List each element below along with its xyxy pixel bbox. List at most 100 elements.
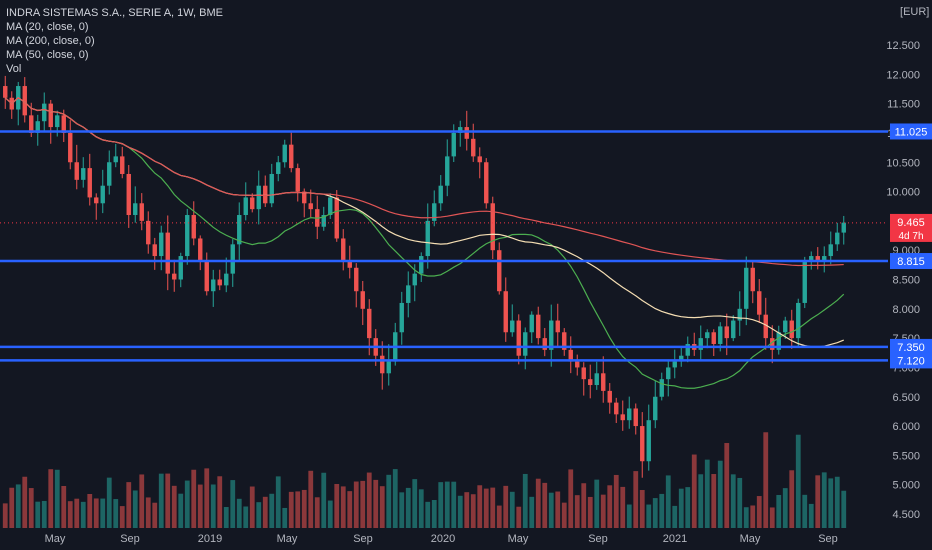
- volume-bar: [691, 454, 697, 528]
- currency-label[interactable]: [EUR]: [900, 6, 929, 18]
- volume-bar: [678, 488, 684, 528]
- volume-bar: [542, 482, 548, 528]
- price-axis-label: 5.500: [892, 450, 920, 462]
- currency-bracket-left: [: [900, 6, 904, 18]
- volume-bar: [581, 483, 587, 528]
- candle-body: [133, 203, 138, 216]
- candle-body: [360, 291, 365, 309]
- volume-bar: [93, 498, 99, 528]
- candle-body: [399, 302, 404, 333]
- volume-bar: [665, 475, 671, 528]
- price-axis-label: 10.000: [886, 187, 920, 199]
- volume-bar: [301, 489, 307, 528]
- volume-bar: [743, 507, 749, 528]
- volume-bar: [171, 485, 177, 528]
- volume-bar: [327, 500, 333, 528]
- candle-body: [113, 156, 118, 163]
- volume-bar: [80, 501, 86, 528]
- volume-bar: [503, 485, 509, 528]
- volume-bar: [795, 434, 801, 528]
- candle-body: [789, 320, 794, 339]
- candle-body: [659, 379, 664, 397]
- volume-bar: [61, 485, 67, 528]
- volume-bar: [737, 477, 743, 528]
- candle-body: [354, 267, 359, 292]
- candle-body: [445, 156, 450, 186]
- volume-bar: [808, 503, 814, 528]
- price-axis-label: 12.000: [886, 69, 920, 81]
- volume-bar: [802, 494, 808, 528]
- volume-bar: [22, 476, 28, 528]
- candle-body: [139, 203, 144, 221]
- candle-body: [568, 349, 573, 362]
- candle-body: [523, 332, 528, 356]
- volume-bar: [373, 479, 379, 528]
- volume-bar: [522, 473, 528, 528]
- time-axis-label: 2020: [431, 533, 455, 545]
- volume-bar: [217, 476, 223, 528]
- volume-bar: [490, 487, 496, 528]
- volume-bar: [457, 495, 463, 528]
- volume-bar: [48, 469, 54, 528]
- candle-body: [484, 162, 489, 204]
- price-axis-label: 8.000: [892, 304, 920, 316]
- volume-bar: [386, 474, 392, 528]
- candle-body: [191, 215, 196, 239]
- price-axis-label: 4.500: [892, 509, 920, 521]
- candle-body: [406, 285, 411, 303]
- candle-body: [536, 314, 541, 339]
- volume-bar: [379, 486, 385, 528]
- volume-bar: [477, 485, 483, 528]
- volume-bar: [243, 506, 249, 528]
- price-axis-label: 8.500: [892, 275, 920, 287]
- volume-bar: [776, 494, 782, 528]
- indicator-ma200[interactable]: MA (200, close, 0): [6, 35, 95, 47]
- candle-body: [516, 320, 521, 356]
- candle-body: [835, 232, 840, 245]
- candle-body: [477, 156, 482, 163]
- symbol-title[interactable]: INDRA SISTEMAS S.A., SERIE A, 1W, BME: [6, 7, 224, 19]
- volume-bar: [828, 478, 834, 528]
- candle-body: [809, 256, 814, 262]
- indicator-ma20[interactable]: MA (20, close, 0): [6, 21, 89, 33]
- volume-bar: [184, 480, 190, 528]
- indicator-ma50[interactable]: MA (50, close, 0): [6, 49, 89, 61]
- volume-bar: [730, 474, 736, 528]
- candle-body: [35, 121, 40, 133]
- volume-bar: [444, 481, 450, 528]
- volume-bar: [295, 491, 301, 528]
- candle-body: [425, 220, 430, 257]
- candle-body: [61, 115, 66, 133]
- candle-body: [328, 197, 333, 216]
- candle-body: [796, 302, 801, 339]
- volume-bar: [659, 493, 665, 528]
- candle-body: [308, 203, 313, 210]
- level-tag-label: 11.025: [895, 126, 928, 138]
- time-axis-label: May: [740, 533, 761, 545]
- time-axis-label: Sep: [120, 533, 140, 545]
- volume-bar: [821, 472, 827, 528]
- volume-bar: [126, 482, 132, 528]
- time-axis-label: Sep: [588, 533, 608, 545]
- price-axis-label: 10.500: [886, 157, 920, 169]
- candle-body: [107, 162, 112, 186]
- candle-body: [74, 162, 79, 180]
- chart-legend: INDRA SISTEMAS S.A., SERIE A, 1W, BME MA…: [6, 6, 223, 76]
- volume-bar: [724, 443, 730, 528]
- candle-body: [22, 86, 27, 116]
- candle-body: [588, 379, 593, 386]
- candle-body: [289, 144, 294, 169]
- volume-bar: [74, 498, 80, 528]
- volume-bar: [561, 502, 567, 528]
- last-price-countdown: 4d 7h: [898, 231, 923, 242]
- candle-body: [828, 244, 833, 257]
- indicator-volume[interactable]: Vol: [6, 63, 22, 75]
- volume-bar: [613, 474, 619, 528]
- candle-body: [432, 203, 437, 221]
- volume-bar: [54, 469, 60, 528]
- candle-body: [94, 197, 99, 204]
- last-price-tag: [890, 213, 932, 242]
- candle-body: [503, 291, 508, 333]
- volume-bar: [483, 488, 489, 528]
